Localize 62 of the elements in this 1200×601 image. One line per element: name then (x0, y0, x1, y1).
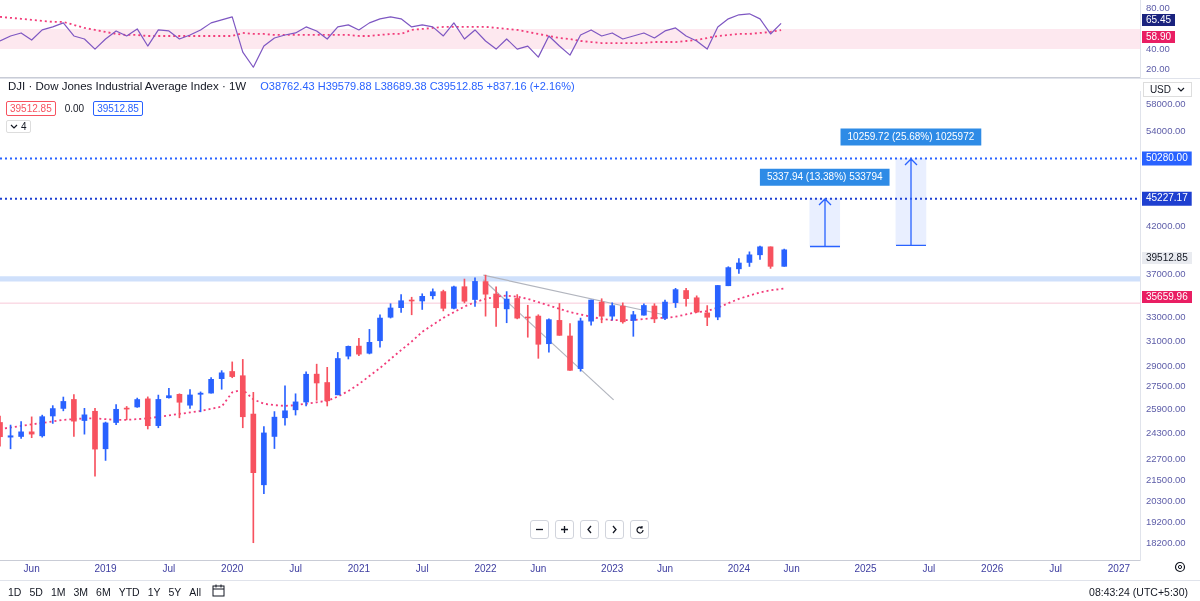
annotation: 39512.85 (6, 101, 56, 116)
y-tick-label: 18200.00 (1146, 536, 1186, 548)
y-tick-label: 33000.00 (1146, 311, 1186, 323)
x-tick-label: 2024 (727, 562, 751, 574)
text: All (189, 586, 202, 598)
y-tick-label: 42000.00 (1146, 220, 1186, 232)
x-tick-label: Jun (656, 562, 674, 574)
y-tick-label: 27500.00 (1146, 380, 1186, 392)
text: 35659.96 (1142, 291, 1192, 303)
chart-subtitle: O38762.43 H39579.88 L38689.38 C39512.85 +837.16 (+2.16%) (260, 80, 575, 92)
text: 58.90 (1142, 31, 1176, 43)
text: 1D (8, 586, 22, 598)
x-tick-label: Jul (415, 562, 429, 574)
annotation: 10259.72 (25.68%) 1025972 (847, 130, 975, 142)
y-tick-label: 20.00 (1146, 62, 1170, 74)
y-tick-label: 19200.00 (1146, 516, 1186, 528)
chart-title: DJI · Dow Jones Industrial Average Index · 1W (8, 80, 247, 92)
x-tick-label: Jul (1049, 562, 1062, 574)
y-tick-label: 58000.00 (1146, 98, 1186, 110)
x-tick-label: 2027 (1107, 562, 1131, 574)
x-tick-label: Jun (783, 562, 800, 574)
x-tick-label: 2026 (981, 562, 1004, 574)
x-tick-label: Jul (162, 562, 176, 574)
x-tick-label: 2021 (347, 562, 371, 574)
x-tick-label: 2020 (221, 562, 244, 574)
y-tick-label: 54000.00 (1146, 125, 1186, 137)
text: 1Y (147, 586, 161, 598)
ref-line-label: 45227.17 (1146, 192, 1189, 204)
y-tick-label: 22700.00 (1146, 453, 1186, 465)
text: 39512.85 (1142, 252, 1192, 264)
y-tick-label: 21500.00 (1146, 473, 1186, 485)
annotation: 0.00 (63, 102, 86, 115)
y-tick-label: 29000.00 (1146, 360, 1186, 372)
line-series (0, 15, 783, 44)
x-tick-label: Jun (23, 562, 40, 574)
y-tick-label: 20300.00 (1146, 495, 1186, 507)
x-tick-label: 2019 (94, 562, 118, 574)
annotation: 39512.85 (93, 101, 143, 116)
text: 1M (50, 586, 66, 598)
x-tick-label: Jun (530, 562, 547, 574)
text: 3M (73, 586, 89, 598)
x-tick-label: Jul (289, 562, 302, 574)
text: YTD (118, 586, 140, 598)
y-tick-label: 31000.00 (1146, 335, 1186, 347)
annotation: 5337.94 (13.38%) 533794 (766, 170, 883, 182)
text: 6M (96, 586, 111, 598)
x-tick-label: Jul (922, 562, 936, 574)
y-tick-label: 37000.00 (1146, 268, 1186, 280)
annotation: 4 (21, 121, 27, 132)
text: 08:43:24 (UTC+5:30) (1089, 586, 1188, 598)
y-tick-label: 25900.00 (1146, 403, 1186, 415)
ref-line-label: 50280.00 (1146, 152, 1189, 164)
x-tick-label: 2025 (854, 562, 878, 574)
y-tick-label: 40.00 (1146, 42, 1170, 54)
text: USD (1149, 84, 1171, 95)
text: 5D (29, 586, 43, 598)
y-tick-label: 24300.00 (1146, 427, 1186, 439)
text: 5Y (168, 586, 182, 598)
text: 65.45 (1142, 14, 1176, 26)
x-tick-label: 2022 (474, 562, 498, 574)
y-tick-label: 80.00 (1146, 2, 1170, 14)
x-tick-label: 2023 (601, 562, 624, 574)
